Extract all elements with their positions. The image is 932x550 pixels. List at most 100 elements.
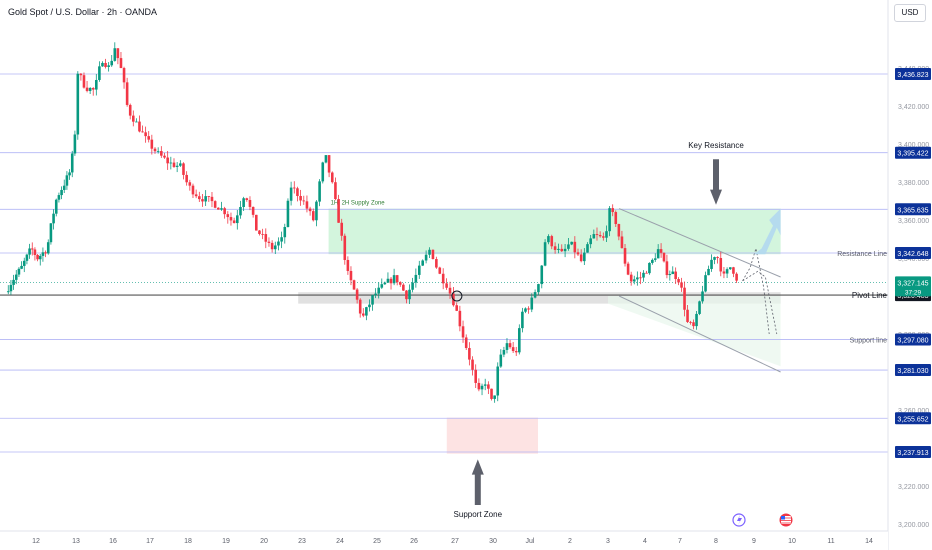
candle-body — [686, 309, 689, 322]
candle — [280, 231, 283, 249]
candle-body — [239, 206, 242, 216]
candle — [226, 211, 230, 224]
candle-body — [261, 233, 264, 235]
candle — [361, 308, 365, 318]
candle — [557, 243, 560, 254]
candle — [299, 189, 302, 206]
candle-body — [576, 252, 580, 255]
time-axis[interactable] — [0, 531, 888, 550]
x-tick-label: 14 — [865, 538, 873, 545]
price-level-tag[interactable]: 3,395.422 — [895, 146, 931, 159]
candle-body — [402, 284, 405, 291]
candle — [217, 207, 220, 210]
candle — [553, 242, 557, 254]
symbol-title[interactable]: Gold Spot / U.S. Dollar · 2h · OANDA — [6, 7, 160, 17]
candle — [689, 320, 692, 325]
price-level-tag[interactable]: 3,342.648 — [895, 246, 931, 259]
channel-layer — [618, 208, 781, 373]
candle-body — [324, 155, 328, 163]
channel-lower-line — [618, 295, 781, 373]
candle — [110, 55, 114, 67]
candle — [318, 179, 321, 207]
y-tick-label: 3,200.000 — [898, 522, 929, 529]
candle-body — [701, 291, 704, 302]
candle — [107, 62, 110, 72]
candle — [722, 267, 726, 279]
candle-body — [579, 254, 583, 262]
candle — [172, 158, 176, 168]
bullish-projection-arrow — [754, 208, 781, 255]
events-icon[interactable] — [732, 513, 746, 527]
candle-body — [79, 73, 83, 76]
candle-body — [389, 278, 393, 284]
candle — [496, 362, 500, 402]
candle-body — [602, 236, 605, 238]
currency-button[interactable]: USD — [894, 4, 926, 22]
candle — [614, 210, 618, 227]
candle-body — [557, 248, 560, 250]
candle-body — [458, 310, 462, 327]
candle — [468, 342, 471, 366]
candle — [334, 177, 337, 201]
candle-body — [383, 282, 387, 285]
candle-body — [668, 274, 672, 276]
candle — [464, 334, 468, 351]
candle — [210, 192, 214, 208]
candle-body — [365, 307, 368, 316]
candle — [229, 212, 233, 226]
y-tick-label: 3,400.000 — [898, 142, 929, 149]
price-level-tag[interactable]: 3,297.080 — [895, 333, 931, 346]
last-price-tag[interactable]: 3,327.145 37:29 — [895, 276, 931, 297]
candle-body — [52, 213, 55, 224]
candle-body — [511, 347, 515, 352]
candle — [392, 268, 396, 286]
price-level-tag[interactable]: 3,436.823 — [895, 68, 931, 81]
price-level-tag[interactable]: 3,365.635 — [895, 203, 931, 216]
candle — [88, 87, 92, 94]
candle-body — [455, 305, 459, 311]
us-flag-event-icon[interactable] — [779, 513, 793, 527]
price-level-tag[interactable]: 3,281.030 — [895, 364, 931, 377]
candle — [653, 253, 657, 262]
candle-body — [122, 68, 126, 83]
x-tick-label: 3 — [606, 538, 610, 545]
candle-body — [611, 208, 614, 213]
candle-body — [251, 206, 255, 215]
price-level-tag[interactable]: 3,255.652 — [895, 412, 931, 425]
candle-body — [104, 62, 107, 67]
candle — [147, 131, 151, 143]
candle — [514, 346, 518, 356]
candle — [49, 222, 53, 245]
candle — [508, 339, 512, 349]
price-axis[interactable] — [888, 0, 932, 550]
candle — [371, 294, 374, 311]
candle — [732, 266, 735, 278]
x-tick-label: 27 — [451, 538, 459, 545]
candle-body — [217, 207, 220, 210]
candle-body — [343, 235, 347, 260]
candle — [374, 288, 377, 299]
candle-body — [308, 208, 312, 212]
candle — [623, 243, 627, 267]
price-level-tag[interactable]: 3,237.913 — [895, 445, 931, 458]
candle-body — [82, 75, 86, 88]
pivot-circle-marker — [451, 290, 463, 302]
candle-body — [160, 151, 163, 156]
candle — [651, 258, 654, 265]
candle-body — [553, 246, 557, 250]
candle-body — [505, 343, 509, 350]
candle-body — [560, 248, 564, 252]
candle-body — [318, 181, 321, 202]
candle — [76, 71, 80, 140]
candle-body — [677, 279, 680, 283]
candle-body — [698, 301, 701, 314]
candle — [273, 241, 277, 255]
candle-body — [330, 172, 334, 183]
candle — [537, 283, 540, 296]
candle-body — [138, 121, 141, 132]
candle — [665, 254, 669, 279]
candle — [242, 196, 245, 211]
candle-body — [147, 136, 151, 140]
candle — [543, 239, 547, 267]
